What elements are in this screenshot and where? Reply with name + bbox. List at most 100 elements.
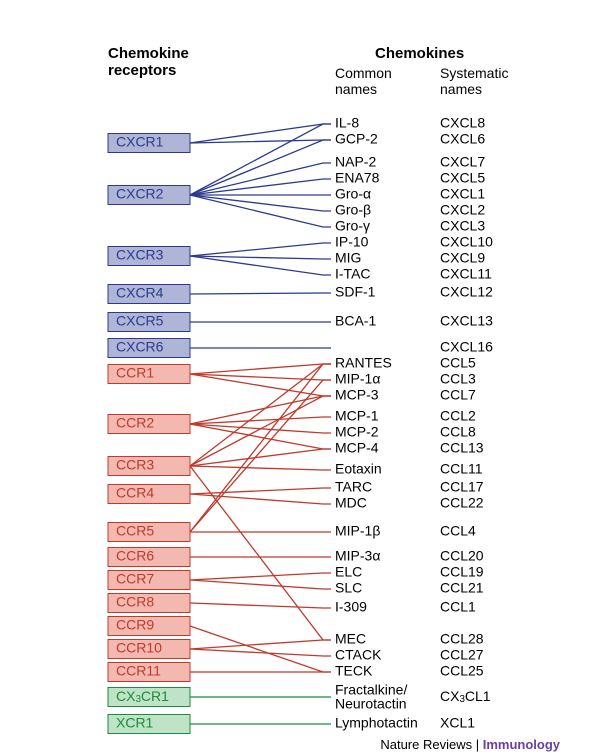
chemokine-systematic-XCL1: XCL1	[440, 715, 475, 731]
edge-CCR7-ELC	[190, 573, 331, 580]
chemokine-common-TECK: TECK	[335, 663, 373, 679]
chemokine-systematic-NAP2: CXCL7	[440, 154, 485, 170]
chemokine-common-SDF1: SDF-1	[335, 284, 376, 300]
edge-CCR3-MEC	[190, 466, 331, 640]
footer-credit: Nature Reviews | Immunology	[380, 737, 560, 752]
chemokine-common-MDC: MDC	[335, 495, 367, 511]
chemokine-common-IP10: IP-10	[335, 234, 369, 250]
edge-CCR1-RANTES	[190, 364, 331, 374]
chemokine-common-I309: I-309	[335, 599, 367, 615]
receptor-label-XCR1: XCR1	[116, 715, 154, 731]
header-receptors: Chemokine	[108, 45, 189, 62]
chemokine-common-FRACT-2: Neurotactin	[335, 696, 407, 712]
receptor-label-CCR5: CCR5	[116, 523, 154, 539]
chemokine-diagram: Chemokinereceptors Chemokines Commonnames S…	[0, 0, 600, 756]
chemokine-systematic-Eotaxin: CCL11	[440, 461, 483, 477]
edge-CCR2-MCP1	[190, 417, 331, 424]
receptor-label-CXCR2: CXCR2	[116, 186, 164, 202]
chemokine-systematic-MCP2: CCL8	[440, 424, 476, 440]
chemokine-common-MIP1a: MIP-1α	[335, 371, 380, 387]
chemokine-systematic-GROa: CXCL1	[440, 186, 485, 202]
receptor-label-CCR6: CCR6	[116, 548, 154, 564]
subheader-common-2: names	[335, 81, 377, 97]
chemokine-systematic-GCP2: CXCL6	[440, 131, 485, 147]
chemokine-common-SLC: SLC	[335, 580, 362, 596]
edge-CCR10-MEC	[190, 640, 331, 649]
edge-CCR2-MCP4	[190, 424, 331, 449]
chemokine-systematic-SDF1: CXCL12	[440, 284, 493, 300]
chemokine-systematic-TARC: CCL17	[440, 479, 484, 495]
edge-CXCR2-GROg	[190, 195, 331, 227]
edge-CXCR2-IL8	[190, 124, 331, 195]
chemokine-common-ENA78: ENA78	[335, 170, 380, 186]
chemokine-common-ELC: ELC	[335, 564, 362, 580]
chemokine-common-MIP3a: MIP-3α	[335, 548, 380, 564]
chemokine-systematic-TECK: CCL25	[440, 663, 484, 679]
receptor-label-CXCR5: CXCR5	[116, 313, 164, 329]
edge-CCR3-Eotaxin	[190, 466, 331, 470]
edge-CXCR2-ENA78	[190, 179, 331, 195]
receptor-label-CXCR6: CXCR6	[116, 339, 164, 355]
chemokine-common-GCP2: GCP-2	[335, 131, 378, 147]
edge-CXCR2-GROb	[190, 195, 331, 211]
receptor-label-CXCR1: CXCR1	[116, 134, 164, 150]
receptor-label-CCR1: CCR1	[116, 365, 154, 381]
chemokine-systematic-ELC: CCL19	[440, 564, 484, 580]
header-receptors-2: receptors	[108, 62, 176, 79]
subheader-common-1: Common	[335, 65, 392, 81]
edge-CCR3-MCP3	[190, 396, 331, 466]
chemokine-common-MCP2: MCP-2	[335, 424, 379, 440]
receptor-label-CCR7: CCR7	[116, 571, 154, 587]
chemokine-common-RANTES: RANTES	[335, 355, 392, 371]
chemokine-systematic-GROg: CXCL3	[440, 218, 485, 234]
edge-CXCR3-IP10	[190, 243, 331, 256]
receptor-label-CCR8: CCR8	[116, 594, 154, 610]
receptor-label-CXCR4: CXCR4	[116, 285, 164, 301]
chemokine-systematic-IP10: CXCL10	[440, 234, 493, 250]
chemokine-common-MCP3: MCP-3	[335, 387, 379, 403]
edge-CCR7-SLC	[190, 580, 331, 589]
chemokine-systematic-MCP3: CCL7	[440, 387, 476, 403]
chemokine-systematic-RANTES: CCL5	[440, 355, 476, 371]
chemokine-systematic-CTACK: CCL27	[440, 647, 484, 663]
edge-CCR8-I309	[190, 603, 331, 608]
chemokine-systematic-ENA78: CXCL5	[440, 170, 485, 186]
receptor-label-CX3CR1: CX3CR1	[116, 688, 169, 705]
subheader-systematic-1: Systematic	[440, 65, 508, 81]
chemokine-systematic-MCP1: CCL2	[440, 408, 476, 424]
chemokine-common-ITAC: I-TAC	[335, 266, 371, 282]
receptor-label-CCR9: CCR9	[116, 617, 154, 633]
edge-CCR5-RANTES	[190, 364, 331, 532]
chemokine-systematic-FRACT: CX3CL1	[440, 688, 491, 705]
chemokine-common-MCP4: MCP-4	[335, 440, 379, 456]
chemokine-common-NAP2: NAP-2	[335, 154, 376, 170]
chemokine-systematic-MDC: CCL22	[440, 495, 484, 511]
chemokine-common-GROb: Gro-β	[335, 202, 371, 218]
chemokine-systematic-MIP1a: CCL3	[440, 371, 476, 387]
chemokine-systematic-IL8: CXCL8	[440, 115, 485, 131]
chemokine-common-XCL1: Lymphotactin	[335, 715, 418, 731]
chemokine-systematic-MIP3a: CCL20	[440, 548, 484, 564]
edge-CCR9-TECK	[190, 626, 331, 672]
chemokine-systematic-MEC: CCL28	[440, 631, 484, 647]
chemokine-systematic-SLC: CCL21	[440, 580, 484, 596]
chemokine-common-Eotaxin: Eotaxin	[335, 461, 382, 477]
chemokine-systematic-ITAC: CXCL11	[440, 266, 492, 282]
receptor-label-CCR3: CCR3	[116, 457, 154, 473]
chemokine-common-MCP1: MCP-1	[335, 408, 379, 424]
chemokine-common-IL8: IL-8	[335, 115, 359, 131]
chemokine-common-GROg: Gro-γ	[335, 218, 370, 234]
chemokine-common-MIG: MIG	[335, 250, 361, 266]
chemokine-systematic-MCP4: CCL13	[440, 440, 484, 456]
edge-CXCR2-NAP2	[190, 163, 331, 195]
header-chemokines: Chemokines	[375, 45, 464, 62]
edge-CCR4-TARC	[190, 488, 331, 494]
chemokine-common-CTACK: CTACK	[335, 647, 382, 663]
chemokine-systematic-MIG: CXCL9	[440, 250, 485, 266]
chemokine-common-MIP1b: MIP-1β	[335, 523, 380, 539]
chemokine-common-GROa: Gro-α	[335, 186, 371, 202]
receptor-label-CCR4: CCR4	[116, 485, 154, 501]
chemokine-systematic-GROb: CXCL2	[440, 202, 485, 218]
chemokine-systematic-BCA1: CXCL13	[440, 313, 493, 329]
chemokine-systematic-CXCL16: CXCL16	[440, 339, 493, 355]
